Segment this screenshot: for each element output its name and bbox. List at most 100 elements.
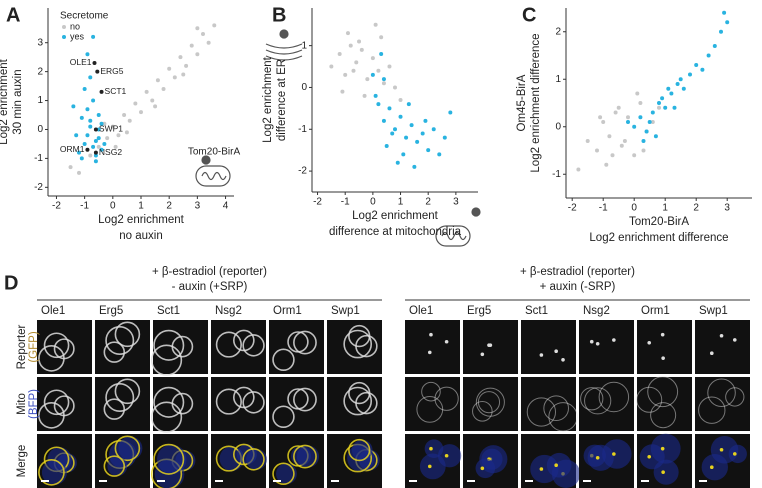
- punctum: [444, 339, 449, 344]
- x-tick-label: 2: [166, 201, 172, 212]
- micrograph: [521, 320, 576, 374]
- y-tick-label: 1: [37, 95, 43, 106]
- cell: [546, 452, 572, 478]
- cell: [707, 378, 736, 408]
- point: [362, 93, 367, 98]
- point: [79, 115, 84, 120]
- point: [379, 52, 384, 56]
- er-icon: [265, 29, 303, 61]
- point: [351, 68, 356, 73]
- point: [398, 114, 403, 119]
- point: [99, 121, 104, 126]
- point: [329, 64, 334, 69]
- micrograph: [637, 320, 692, 374]
- cell: [43, 332, 70, 359]
- annotated-point: [95, 69, 100, 74]
- point: [653, 134, 658, 139]
- cell: [153, 443, 185, 475]
- cell: [38, 402, 65, 429]
- point: [122, 113, 127, 118]
- cell: [105, 326, 135, 356]
- punctum: [647, 454, 652, 459]
- point: [644, 129, 649, 134]
- point: [638, 115, 643, 120]
- cell: [472, 400, 493, 422]
- cell: [103, 398, 126, 420]
- row-label-tag: (GFP): [28, 331, 40, 362]
- point: [626, 115, 630, 120]
- row-label-name: Reporter: [16, 324, 28, 369]
- point: [74, 133, 79, 138]
- cell: [725, 387, 745, 407]
- point: [370, 56, 375, 61]
- cell: [543, 395, 569, 422]
- group-title: + β-estradiol (reporter): [152, 266, 267, 278]
- point: [340, 89, 345, 94]
- punctum: [647, 340, 652, 345]
- point: [348, 43, 353, 48]
- point: [669, 91, 674, 96]
- point: [365, 77, 370, 82]
- panel-label: B: [272, 4, 286, 26]
- mito-icon: [195, 155, 481, 247]
- point: [91, 144, 96, 149]
- punctum: [595, 342, 600, 346]
- point: [373, 93, 378, 98]
- point: [437, 152, 442, 157]
- column-label: Orm1: [641, 305, 670, 317]
- micrograph: [695, 377, 750, 431]
- point: [423, 118, 428, 123]
- point: [725, 20, 730, 25]
- row-label: Reporter: [16, 324, 28, 369]
- point: [212, 23, 217, 28]
- point: [88, 118, 93, 123]
- panel-label: A: [6, 4, 20, 26]
- point: [601, 120, 606, 124]
- cell: [728, 444, 747, 464]
- cell: [343, 386, 373, 416]
- row-label-tag: (BFP): [28, 389, 40, 419]
- cell: [153, 329, 185, 361]
- point: [133, 101, 138, 106]
- point: [96, 136, 101, 141]
- cell: [114, 378, 141, 405]
- point: [406, 102, 411, 107]
- point: [688, 72, 692, 77]
- point: [150, 98, 155, 103]
- scale-bar: [215, 480, 223, 482]
- point: [610, 153, 615, 158]
- cell: [38, 459, 65, 486]
- point: [124, 130, 129, 135]
- x-tick-label: 1: [138, 201, 144, 212]
- point: [376, 68, 381, 73]
- punctum: [661, 470, 665, 474]
- y-tick-label: -1: [298, 124, 307, 135]
- x-tick-label: 2: [425, 197, 431, 208]
- punctum: [539, 353, 544, 357]
- cell: [41, 459, 67, 485]
- point: [99, 147, 104, 152]
- point: [206, 40, 211, 45]
- point: [712, 44, 717, 48]
- scale-bar: [699, 480, 707, 482]
- point: [657, 101, 661, 105]
- point: [381, 77, 386, 82]
- point: [96, 113, 101, 118]
- legend-label: yes: [70, 31, 85, 41]
- point: [412, 164, 417, 169]
- cell: [348, 381, 371, 405]
- point: [93, 153, 98, 158]
- punctum: [427, 350, 432, 355]
- point: [619, 143, 624, 148]
- point: [195, 52, 200, 57]
- point: [105, 136, 110, 141]
- cell: [38, 345, 65, 372]
- scale-bar: [99, 480, 107, 482]
- cell: [272, 405, 295, 429]
- point: [700, 67, 705, 72]
- point: [373, 22, 378, 27]
- cell: [293, 444, 317, 469]
- scale-bar: [641, 480, 649, 482]
- cell: [598, 381, 630, 413]
- punctum: [429, 332, 433, 337]
